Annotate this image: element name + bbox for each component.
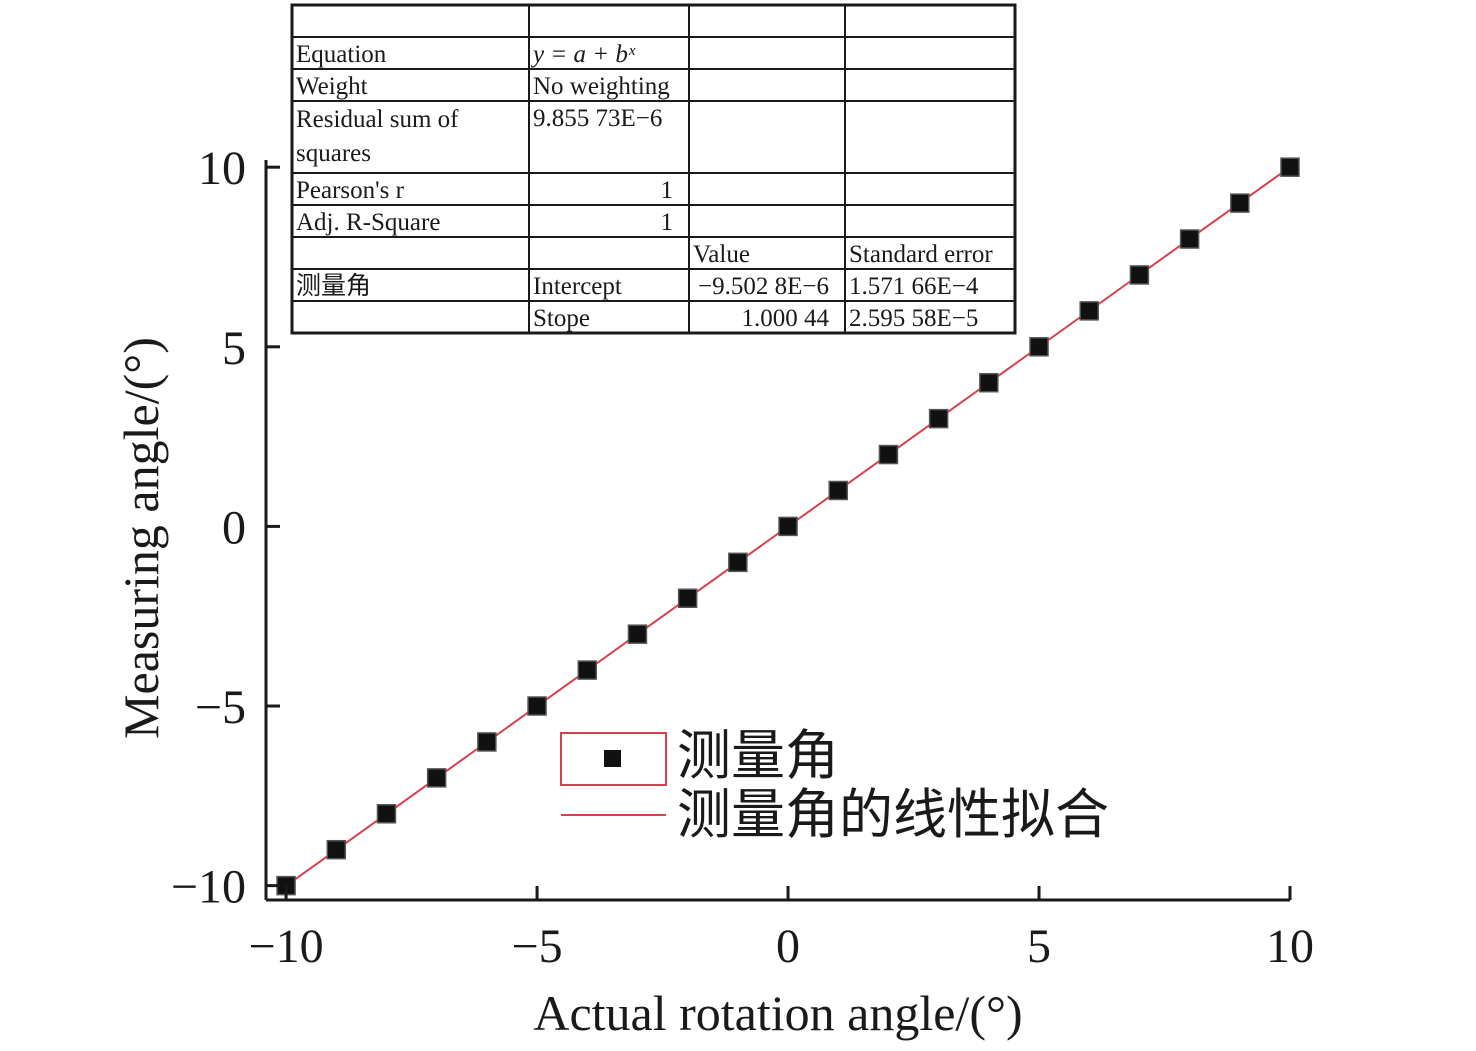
table-cell: 9.855 73E−6 [533,105,662,132]
table-cell: Stope [533,305,590,332]
table-cell: Equation [296,41,387,68]
table-cell: 1.000 44 [742,305,830,332]
table-cell: No weighting [533,73,670,100]
table-cell: Residual sum of squares [296,106,459,167]
data-point [376,804,397,824]
legend-label-fit: 测量角的线性拟合 [677,785,1109,845]
x-tick-label: −10 [249,920,324,973]
fit-table: Equation y = a + bˣ Weight No weighting Resi… [290,3,1017,335]
y-tick-label: 10 [198,142,246,195]
data-point [677,588,698,609]
axes [264,160,1290,902]
x-ticks: −10 −5 0 5 10 [249,886,1314,973]
y-tick-label: 0 [222,501,246,554]
data-point [828,480,848,501]
table-cell: Adj. R-Square [296,209,440,236]
table-cell: Intercept [533,273,622,300]
x-axis-title: Actual rotation angle/(°) [533,985,1022,1041]
data-point [878,444,899,465]
data-point [577,660,598,680]
data-point [1280,157,1300,177]
table-border [290,3,1017,335]
points-layer [276,157,1300,896]
x-tick-label: −5 [512,920,563,973]
data-point [778,516,798,537]
table-cell: Pearson's r [296,177,405,204]
data-point [1029,337,1049,357]
legend-box [560,732,667,786]
y-tick-label: −10 [171,861,246,914]
y-ticks: −10 −5 0 5 10 [171,142,280,914]
data-point [1230,193,1250,213]
legend-marker-square [604,750,621,767]
table-cell: −9.502 8E−6 [698,273,829,300]
y-tick-label: 5 [222,322,246,375]
table-cell: 测量角 [296,272,371,300]
table-cell: Standard error [849,241,993,268]
table-cell: 1 [661,177,674,204]
x-tick-label: 0 [776,920,800,973]
data-point [728,552,748,573]
data-point [326,839,347,860]
x-tick-label: 5 [1027,920,1051,973]
data-point [1079,301,1099,321]
y-tick-label: −5 [195,681,246,734]
y-axis-title: Measuring angle/(°) [113,337,169,739]
data-point [426,768,447,788]
data-point [1129,265,1150,285]
table-cell: 1.571 66E−4 [849,273,979,300]
table-cell: 2.595 58E−5 [849,305,978,332]
data-point [477,732,497,752]
table-cell: Value [693,241,750,268]
table-cell: Weight [296,73,368,100]
data-point [928,408,949,429]
data-point [979,372,999,393]
data-point [527,696,547,716]
data-point [1179,229,1200,249]
table-cell: 1 [661,209,674,236]
x-tick-label: 10 [1266,920,1314,973]
data-point [627,624,648,644]
table-cell: y = a + bˣ [530,41,636,68]
legend-label-scatter: 测量角 [677,726,839,786]
